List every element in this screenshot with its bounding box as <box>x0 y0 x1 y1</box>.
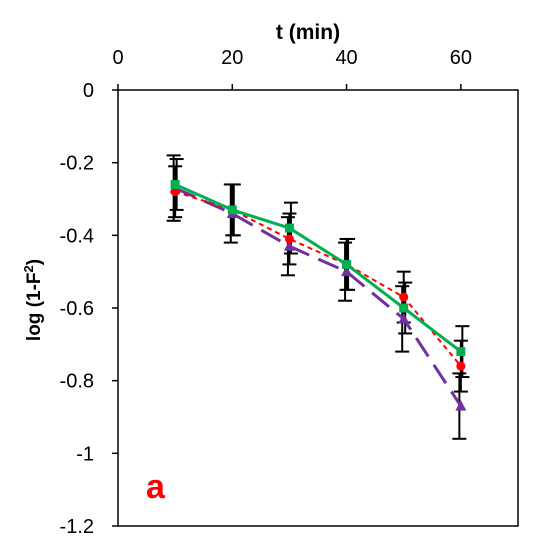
y-tick-label: -0.6 <box>60 298 94 320</box>
data-point-square <box>342 259 352 269</box>
x-axis-title: t (min) <box>276 21 340 44</box>
data-point-square <box>284 223 294 233</box>
y-tick-label: -0.8 <box>60 371 94 393</box>
data-point-triangle <box>455 400 467 411</box>
error-bars-square <box>169 158 470 379</box>
panel-label: a <box>146 468 166 506</box>
y-tick-label: -0.4 <box>60 225 94 247</box>
data-point-circle <box>170 187 180 197</box>
series-line-triangle <box>174 186 463 407</box>
y-tick-label: -1 <box>76 443 94 465</box>
data-point-circle <box>284 234 294 244</box>
data-point-square <box>170 179 180 189</box>
y-tick-label: -1.2 <box>60 516 94 538</box>
data-point-square <box>456 347 466 357</box>
x-tick-label: 0 <box>112 47 123 69</box>
y-axis-title: log (1-F2) <box>21 259 45 341</box>
data-point-square <box>227 205 237 215</box>
series-layer <box>166 154 470 440</box>
data-point-triangle <box>341 265 353 277</box>
data-point-circle <box>456 361 466 371</box>
series-square <box>170 179 466 357</box>
x-tick-label: 40 <box>335 47 357 69</box>
error-bars-triangle <box>166 154 467 440</box>
y-tick-label: 0 <box>83 80 94 102</box>
y-tick-label: -0.2 <box>60 153 94 175</box>
x-axis-ticks: 0 20 40 60 <box>112 47 472 90</box>
data-point-triangle <box>283 240 295 251</box>
series-line-square <box>174 183 462 353</box>
series-triangle <box>169 182 467 411</box>
x-tick-label: 20 <box>221 47 243 69</box>
data-point-circle <box>399 292 409 302</box>
y-axis-ticks: 0 -0.2 -0.4 -0.6 -0.8 -1 -1.2 <box>60 80 118 538</box>
x-tick-label: 60 <box>450 47 472 69</box>
data-point-triangle <box>398 312 410 324</box>
data-point-square <box>399 303 409 313</box>
